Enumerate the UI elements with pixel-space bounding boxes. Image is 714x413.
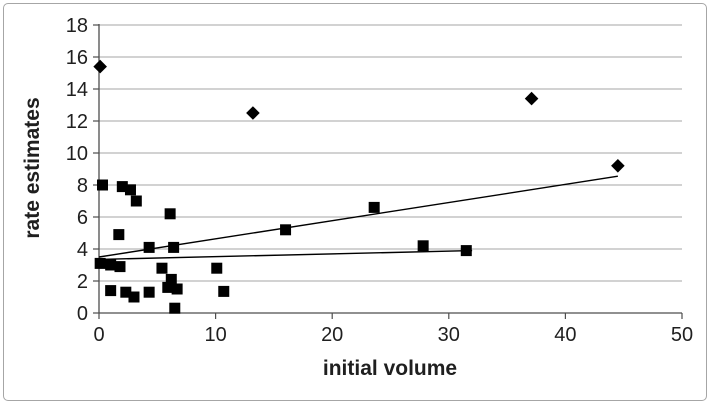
data-point-square [169,302,181,314]
x-tick-label: 30 [438,324,460,346]
data-point-square [143,241,155,253]
y-tick-label: 14 [66,79,88,101]
data-point-square [164,208,176,220]
data-point-square [105,285,117,297]
y-tick-label: 10 [66,143,88,165]
data-point-square [120,286,132,298]
data-point-square [114,261,126,273]
y-tick-label: 6 [77,207,88,229]
data-point-diamond [93,59,107,74]
y-tick-label: 16 [66,47,88,69]
data-point-square [94,257,106,269]
data-point-square [116,181,128,193]
data-point-square [165,273,177,285]
trendline [98,175,618,258]
data-point-square [128,291,140,303]
data-point-square [218,285,230,297]
data-point-square [368,201,380,213]
data-point-square [417,240,429,252]
x-tick-label: 10 [204,324,226,346]
data-point-square [280,224,292,236]
x-axis-title: initial volume [322,357,458,380]
trendline [98,249,473,261]
data-point-diamond [611,159,625,173]
x-tick-label: 20 [321,324,343,346]
data-point-square [171,283,183,295]
y-tick-label: 0 [77,303,88,325]
data-point-square [124,184,136,196]
y-axis-title: rate estimates [21,97,44,239]
data-point-square [105,259,117,271]
data-point-square [130,195,142,207]
x-tick-label: 50 [671,324,693,346]
y-tick-label: 8 [77,175,88,197]
data-point-diamond [246,106,260,120]
data-point-square [113,229,125,241]
data-point-square [96,179,108,191]
data-point-diamond [524,91,539,106]
y-tick-label: 4 [77,239,88,261]
x-tick-label: 0 [93,324,104,346]
y-tick-label: 2 [77,271,88,293]
data-point-square [143,286,155,298]
y-tick-label: 18 [66,15,88,37]
data-point-square [162,281,174,293]
x-tick-label: 40 [554,324,576,346]
data-point-square [156,262,168,274]
data-point-square [211,262,223,274]
y-tick-label: 12 [66,111,88,133]
data-point-square [168,241,180,253]
